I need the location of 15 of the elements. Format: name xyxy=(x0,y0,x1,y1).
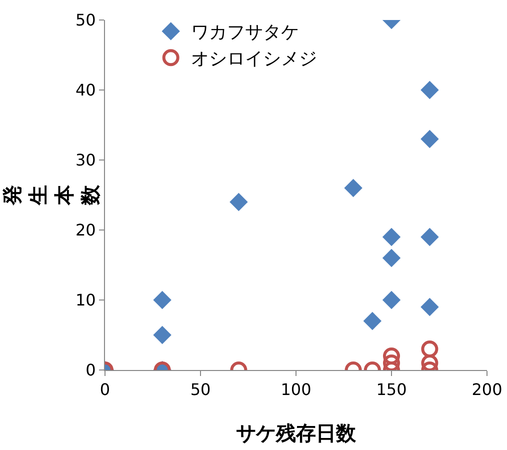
x-axis-title: サケ残存日数 xyxy=(236,421,357,445)
x-tick-label: 50 xyxy=(190,380,211,400)
legend-label: ワカフサタケ xyxy=(190,22,299,44)
x-tick-label: 0 xyxy=(100,380,110,400)
y-axis-title: 発生本数 xyxy=(0,184,102,206)
y-tick-label: 20 xyxy=(75,220,96,240)
x-tick-label: 100 xyxy=(280,380,312,400)
y-tick-label: 10 xyxy=(75,290,96,310)
x-tick-label: 200 xyxy=(472,380,502,400)
y-tick-label: 0 xyxy=(86,360,96,380)
y-tick-label: 40 xyxy=(75,80,96,100)
y-tick-label: 50 xyxy=(75,10,96,30)
y-tick-label: 30 xyxy=(75,150,96,170)
legend-label: オシロイシメジ xyxy=(190,48,317,70)
x-tick-label: 150 xyxy=(376,380,407,400)
